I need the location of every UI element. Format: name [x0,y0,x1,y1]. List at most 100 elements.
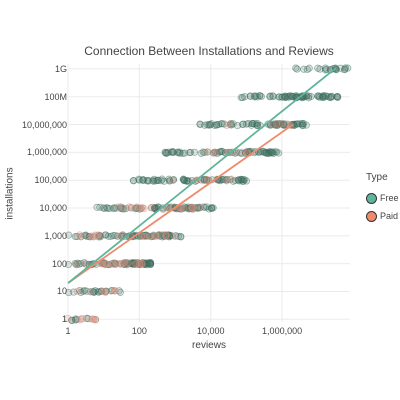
data-point [218,120,226,128]
data-point [211,149,219,157]
data-point [92,232,100,240]
data-point [137,204,145,212]
data-point [203,203,211,211]
data-point [181,149,189,157]
y-tick-label: 100 [51,258,67,269]
y-tick-label: 10,000,000 [21,119,67,130]
legend-label-free: Free [380,193,399,203]
data-point [177,204,185,212]
data-point [111,287,119,295]
data-point [169,148,177,156]
data-point [73,287,81,296]
data-point [203,148,212,156]
data-point [136,260,144,268]
legend-label-paid: Paid [380,211,399,221]
legend-item-free[interactable]: Free [366,189,400,207]
data-point [127,204,135,212]
data-point [209,204,217,212]
data-point [163,149,171,157]
data-point [207,120,215,128]
data-point [146,232,154,240]
data-point [138,260,146,268]
data-point [190,148,199,156]
data-point [104,232,112,240]
data-point [147,204,156,212]
data-point [275,93,283,101]
data-point [188,204,196,212]
grid-lines [67,64,350,322]
data-point [239,120,247,129]
data-point [305,92,313,100]
data-point [269,148,277,156]
data-point [237,93,245,102]
data-point [153,176,161,184]
data-point [123,260,131,268]
data-point [320,93,328,101]
data-point [300,65,308,73]
data-point [239,176,247,184]
y-tick-label: 1 [61,314,67,325]
data-point [118,203,127,211]
y-tick-label: 1,000,000 [26,147,67,158]
data-point [144,177,152,185]
data-point [87,233,95,241]
data-point [99,287,107,295]
data-point [65,289,73,297]
data-point [253,121,261,129]
data-point [256,92,264,100]
data-point [328,93,336,101]
data-point [65,231,73,239]
legend-item-paid[interactable]: Paid [366,207,400,225]
data-point [250,92,259,100]
data-point [281,93,290,101]
data-point [273,120,281,128]
data-point [135,204,143,212]
data-point [195,203,204,211]
y-tick-label: 10 [56,286,67,297]
x-tick-label: 1,000,000 [262,326,303,336]
data-point [140,232,148,240]
data-point [334,93,342,101]
data-point [165,204,173,212]
data-point [344,64,352,72]
y-tick-label: 1,000 [44,230,67,241]
data-point [238,148,246,156]
data-point [162,232,170,240]
data-point [229,120,237,128]
legend: Type Free Paid [366,172,400,225]
x-tick-label: 10,000 [196,326,225,336]
data-point [87,288,95,296]
data-point [316,65,324,73]
data-point [160,177,168,185]
data-point [321,66,329,74]
data-point [246,92,255,100]
x-axis-label: reviews [192,340,226,351]
data-point [293,65,301,73]
data-point [72,260,80,268]
data-point [158,175,166,183]
data-point [135,175,143,183]
paid-trend-line [67,123,294,284]
data-point [79,315,87,323]
data-point [171,232,179,241]
y-axis-label: installations [4,167,16,220]
data-point [234,176,242,184]
data-point [174,148,182,156]
data-point [302,121,310,129]
y-tick-label: 1G [54,63,67,74]
y-tick-label: 100M [44,91,67,102]
data-point [298,119,306,128]
data-point [93,203,101,211]
data-point [114,232,123,240]
data-point [196,120,204,129]
data-point [341,64,349,72]
data-point [110,287,118,295]
data-point [64,260,72,269]
data-point [223,121,231,129]
data-point [81,260,89,268]
x-tick-label: 100 [131,326,147,336]
data-point [186,148,195,156]
data-point [239,120,247,128]
legend-swatch-free [366,192,377,204]
